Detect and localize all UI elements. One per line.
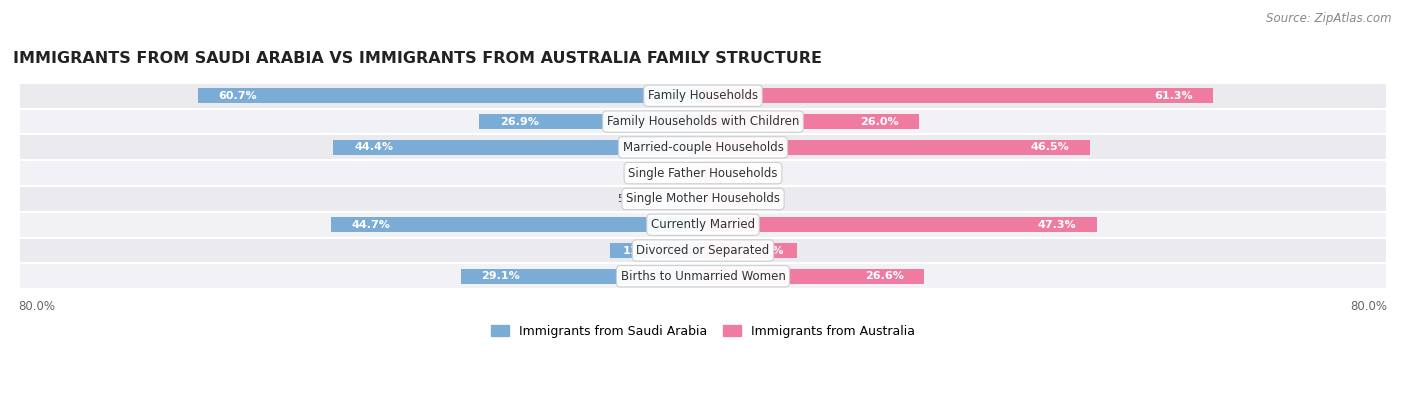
Text: Married-couple Households: Married-couple Households [623, 141, 783, 154]
Bar [198, 88, 703, 103]
Bar [20, 160, 1386, 186]
Bar [20, 134, 1386, 160]
Bar [703, 114, 920, 129]
Bar [703, 166, 720, 181]
Bar [703, 269, 925, 284]
Bar [654, 192, 703, 207]
Text: 26.6%: 26.6% [865, 271, 904, 281]
Legend: Immigrants from Saudi Arabia, Immigrants from Australia: Immigrants from Saudi Arabia, Immigrants… [491, 325, 915, 338]
Text: 61.3%: 61.3% [1154, 91, 1192, 101]
Text: 11.2%: 11.2% [623, 246, 661, 256]
Bar [20, 238, 1386, 263]
Bar [330, 217, 703, 232]
Bar [461, 269, 703, 284]
Text: 46.5%: 46.5% [1031, 142, 1070, 152]
Text: 26.9%: 26.9% [499, 117, 538, 126]
Text: Single Mother Households: Single Mother Households [626, 192, 780, 205]
Bar [610, 243, 703, 258]
Text: Single Father Households: Single Father Households [628, 167, 778, 180]
Bar [703, 243, 797, 258]
Bar [20, 83, 1386, 109]
Bar [703, 88, 1213, 103]
Bar [703, 140, 1090, 155]
Text: 2.1%: 2.1% [648, 168, 678, 178]
Text: 44.4%: 44.4% [354, 142, 394, 152]
Text: 60.7%: 60.7% [218, 91, 257, 101]
Bar [333, 140, 703, 155]
Text: 5.1%: 5.1% [754, 194, 782, 204]
Text: 2.0%: 2.0% [728, 168, 756, 178]
Bar [479, 114, 703, 129]
Bar [20, 186, 1386, 212]
Text: 29.1%: 29.1% [481, 271, 520, 281]
Text: Currently Married: Currently Married [651, 218, 755, 231]
Text: Source: ZipAtlas.com: Source: ZipAtlas.com [1267, 12, 1392, 25]
Bar [20, 263, 1386, 289]
Text: 26.0%: 26.0% [860, 117, 898, 126]
Text: Births to Unmarried Women: Births to Unmarried Women [620, 270, 786, 283]
Text: 11.3%: 11.3% [747, 246, 785, 256]
Text: Family Households with Children: Family Households with Children [607, 115, 799, 128]
Text: Family Households: Family Households [648, 89, 758, 102]
Bar [703, 192, 745, 207]
Bar [703, 217, 1097, 232]
Text: IMMIGRANTS FROM SAUDI ARABIA VS IMMIGRANTS FROM AUSTRALIA FAMILY STRUCTURE: IMMIGRANTS FROM SAUDI ARABIA VS IMMIGRAN… [14, 51, 823, 66]
Text: 44.7%: 44.7% [352, 220, 391, 230]
Bar [20, 109, 1386, 134]
Bar [20, 212, 1386, 238]
Text: Divorced or Separated: Divorced or Separated [637, 244, 769, 257]
Text: 5.9%: 5.9% [617, 194, 645, 204]
Bar [686, 166, 703, 181]
Text: 47.3%: 47.3% [1038, 220, 1076, 230]
